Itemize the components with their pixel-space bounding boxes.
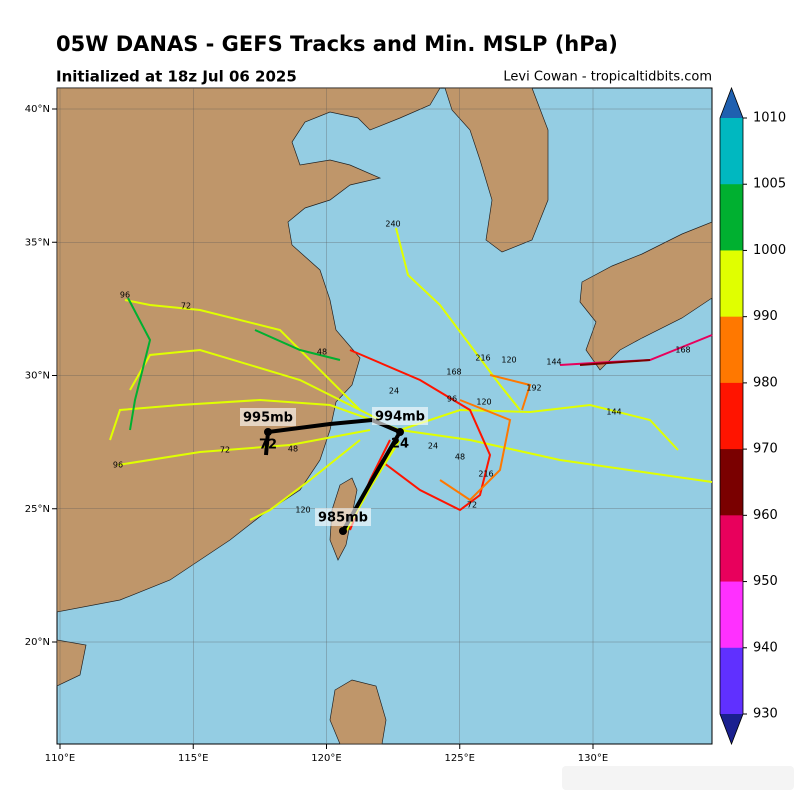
track-label: 48 — [455, 453, 465, 462]
track — [399, 429, 713, 483]
watermark — [562, 766, 794, 790]
mean-label: 24 — [391, 437, 409, 452]
colorbar-label: 940 — [753, 640, 778, 655]
track-label: 144 — [606, 408, 621, 417]
colorbar-segment — [720, 316, 743, 384]
colorbar-label: 950 — [753, 574, 778, 589]
colorbar-label: 930 — [753, 707, 778, 722]
lat-tick-label: 25°N — [25, 504, 50, 515]
mean-label: 985mb — [318, 511, 368, 526]
mean-labels: 995mb 994mb 985mb 72 24 — [240, 407, 428, 526]
track — [124, 299, 361, 411]
colorbar-label: 1010 — [753, 111, 786, 126]
track — [254, 329, 341, 361]
track-label: 240 — [385, 220, 400, 229]
lon-tick-label: 120°E — [311, 753, 341, 764]
track-label: 96 — [113, 461, 123, 470]
track-label: 216 — [475, 354, 490, 363]
colorbar-segment — [720, 515, 743, 583]
colorbar-label: 990 — [753, 309, 778, 324]
lat-tick-label: 20°N — [25, 637, 50, 648]
track-label: 24 — [428, 442, 438, 451]
track-label: 168 — [675, 346, 690, 355]
track-label: 168 — [446, 368, 461, 377]
tracks — [109, 227, 713, 532]
track — [579, 359, 651, 366]
colorbar-segment — [720, 449, 743, 516]
colorbar-label: 960 — [753, 508, 778, 523]
track-label: 216 — [478, 470, 493, 479]
land-japan — [579, 221, 713, 371]
lat-tick-label: 30°N — [25, 371, 50, 382]
subtitle: Initialized at 18z Jul 06 2025 — [56, 68, 297, 86]
land-hainan — [56, 639, 87, 687]
mean-point — [396, 428, 404, 436]
track — [399, 403, 679, 451]
track-label: 48 — [288, 445, 298, 454]
lon-tick-label: 125°E — [445, 753, 475, 764]
lon-tick-label: 110°E — [45, 753, 75, 764]
colorbar-segment — [720, 647, 743, 715]
track — [349, 349, 492, 512]
track-label: 144 — [546, 358, 561, 367]
track — [249, 439, 361, 521]
colorbar-bottom — [720, 714, 743, 744]
colorbar: 1010 1005 1000 990 980 970 960 950 940 930 — [719, 86, 786, 746]
track-label: 120 — [476, 398, 491, 407]
track — [395, 227, 521, 411]
track — [117, 429, 371, 466]
colorbar-label: 1000 — [753, 243, 786, 258]
track-label: 96 — [447, 395, 457, 404]
mean-label: 72 — [259, 438, 277, 453]
lat-tick-label: 40°N — [25, 104, 50, 115]
colorbar-segment — [720, 118, 743, 185]
track-label: 96 — [120, 291, 130, 300]
colorbar-label: 1005 — [753, 177, 786, 192]
map: 995mb 994mb 985mb 72 24 240 216 120 144 … — [52, 87, 713, 749]
mean-point — [339, 527, 347, 535]
mean-label: 994mb — [375, 410, 425, 425]
colorbar-segment — [720, 581, 743, 649]
lat-tick-label: 35°N — [25, 237, 50, 248]
track-label: 192 — [526, 384, 541, 393]
mean-point — [264, 428, 272, 436]
lon-tick-label: 130°E — [578, 753, 608, 764]
track-labels: 240 216 120 144 168 192 96 72 48 24 168 … — [113, 220, 691, 515]
credit: Levi Cowan - tropicaltidbits.com — [503, 70, 712, 85]
colorbar-segment — [720, 250, 743, 318]
track — [127, 297, 152, 431]
lon-tick-label: 115°E — [178, 753, 208, 764]
track-label: 120 — [295, 506, 310, 515]
colorbar-label: 980 — [753, 375, 778, 390]
colorbar-top — [720, 88, 743, 118]
title: 05W DANAS - GEFS Tracks and Min. MSLP (h… — [56, 32, 618, 56]
mean-label: 995mb — [243, 411, 293, 426]
track-label: 72 — [220, 446, 230, 455]
land-luzon — [329, 679, 387, 745]
track-label: 120 — [501, 356, 516, 365]
label-box — [315, 508, 371, 526]
label-box — [240, 408, 296, 426]
track — [489, 374, 532, 411]
track-label: 24 — [389, 387, 399, 396]
colorbar-segment — [720, 184, 743, 251]
colorbar-segment — [720, 382, 743, 450]
track-label: 48 — [317, 348, 327, 357]
track — [109, 398, 401, 441]
land-korea — [444, 87, 549, 253]
graticule — [52, 88, 712, 749]
track-label: 72 — [181, 302, 191, 311]
track-label: 72 — [467, 501, 477, 510]
track — [439, 399, 512, 502]
label-box — [372, 407, 428, 425]
colorbar-label: 970 — [753, 442, 778, 457]
